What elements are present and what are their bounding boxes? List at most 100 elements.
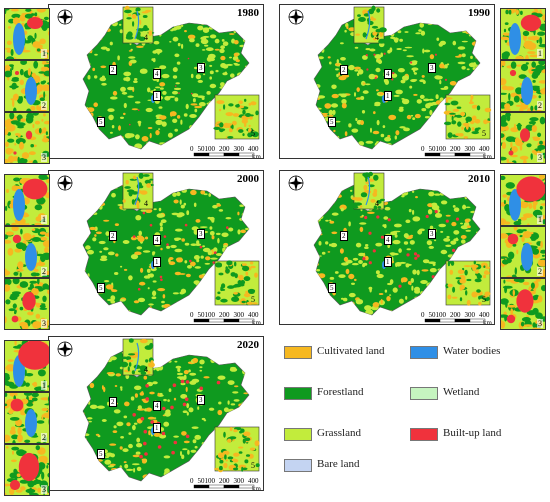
scale-tick: 0	[190, 311, 194, 319]
thumbnail-map	[501, 175, 545, 225]
map-marker-2: 2	[109, 231, 117, 241]
inset-4	[120, 338, 155, 376]
scale-tick: 200	[219, 311, 230, 319]
map-marker-5: 5	[97, 449, 105, 459]
scale-tick: 50100	[197, 477, 216, 485]
legend-label: Cultivated land	[317, 345, 385, 357]
scale-bar	[424, 318, 486, 323]
map-marker-3: 3	[197, 63, 205, 73]
panel-year: 2010	[468, 173, 490, 185]
panel-year: 2000	[237, 173, 259, 185]
inset-5	[214, 426, 260, 473]
scale-tick: 200	[219, 145, 230, 153]
map-marker-2: 2	[340, 65, 348, 75]
legend-label: Built-up land	[443, 427, 502, 439]
inset-4	[351, 171, 385, 211]
map-marker-2: 2	[340, 231, 348, 241]
scale-unit: km	[252, 485, 261, 491]
map-marker-1: 1	[384, 257, 392, 267]
zoom-thumbnail-2: 2	[4, 60, 50, 112]
thumbnail-label: 3	[537, 153, 543, 162]
map-panel-1990: 1990 1 2 3 4 5 4 5 0 50100 200 300 400 km	[279, 4, 495, 159]
scale-unit: km	[252, 319, 261, 325]
scale-ticks: 0 50100 200 300 400	[421, 145, 494, 153]
legend-swatch	[284, 459, 312, 472]
map-marker-1: 1	[153, 257, 161, 267]
map-marker-5: 5	[328, 283, 336, 293]
thumbnail-label: 2	[41, 267, 47, 276]
thumbnail-map	[5, 9, 49, 59]
zoom-thumbnail-3: 3	[4, 112, 50, 164]
zoom-thumbnail-2: 2	[4, 226, 50, 278]
scale-tick: 200	[450, 311, 461, 319]
scale-tick: 0	[190, 145, 194, 153]
inset-5	[445, 260, 491, 306]
inset-label-4: 4	[144, 199, 148, 208]
thumbnail-map	[501, 113, 545, 163]
legend-swatch	[284, 387, 312, 400]
thumbnail-label: 1	[41, 215, 47, 224]
map-marker-4: 4	[384, 235, 392, 245]
thumbnail-label: 2	[537, 267, 543, 276]
map-marker-1: 1	[153, 423, 161, 433]
legend-label: Wetland	[443, 386, 480, 398]
legend-swatch	[284, 428, 312, 441]
scale-tick: 50100	[428, 145, 447, 153]
scale-tick: 300	[464, 311, 476, 319]
map-marker-4: 4	[153, 69, 161, 79]
thumbnail-label: 3	[41, 485, 47, 494]
inset-4	[122, 172, 155, 210]
map-marker-3: 3	[428, 63, 436, 73]
panel-year: 2020	[237, 339, 259, 351]
map-panel-1980: 1980 1 2 3 4 5 4 5 0 50100 200 300 400 km	[48, 4, 264, 159]
zoom-thumbnail-1: 1	[500, 174, 546, 226]
scale-tick: 0	[190, 477, 194, 485]
inset-label-4: 4	[144, 33, 148, 42]
thumbnail-map	[5, 227, 49, 277]
panel-year: 1990	[468, 7, 490, 19]
thumbnail-label: 2	[537, 101, 543, 110]
zoom-thumbnail-3: 3	[500, 278, 546, 330]
north-arrow	[288, 175, 304, 191]
map-marker-4: 4	[153, 401, 161, 411]
inset-label-4: 4	[375, 33, 379, 42]
map-panel-2020: 2020 1 2 3 4 5 4 5 0 50100 200 300 400 km	[48, 336, 264, 491]
map-marker-4: 4	[384, 69, 392, 79]
scale-tick: 200	[219, 477, 230, 485]
map-marker-3: 3	[428, 229, 436, 239]
thumbnail-label: 1	[41, 381, 47, 390]
map-panel-2000: 2000 1 2 3 4 5 4 5 0 50100 200 300 400 km	[48, 170, 264, 325]
inset-4	[122, 5, 155, 44]
scale-tick: 300	[464, 145, 476, 153]
panel-year: 1980	[237, 7, 259, 19]
thumbnail-map	[5, 113, 49, 163]
scale-tick: 400	[248, 311, 259, 319]
map-marker-5: 5	[97, 117, 105, 127]
thumbnail-map	[5, 279, 49, 329]
scale-tick: 300	[233, 145, 245, 153]
map-panel-2010: 2010 1 2 3 4 5 4 5 0 50100 200 300 400 km	[279, 170, 495, 325]
scale-tick: 300	[233, 477, 245, 485]
thumbnail-label: 1	[537, 215, 543, 224]
scale-bar	[193, 484, 255, 489]
map-marker-5: 5	[328, 117, 336, 127]
map-marker-1: 1	[153, 91, 161, 101]
scale-tick: 50100	[428, 311, 447, 319]
scale-tick: 400	[248, 477, 259, 485]
scale-unit: km	[483, 153, 492, 159]
north-arrow	[57, 341, 73, 357]
thumbnail-label: 1	[41, 49, 47, 58]
zoom-thumbnail-2: 2	[4, 392, 50, 444]
zoom-thumbnail-1: 1	[500, 8, 546, 60]
zoom-thumbnail-3: 3	[4, 278, 50, 330]
inset-label-5: 5	[482, 129, 486, 138]
zoom-thumbnail-1: 1	[4, 8, 50, 60]
map-marker-3: 3	[197, 229, 205, 239]
north-arrow	[288, 9, 304, 25]
inset-label-5: 5	[251, 461, 255, 470]
scale-ticks: 0 50100 200 300 400	[190, 145, 263, 153]
inset-label-5: 5	[482, 295, 486, 304]
inset-5	[214, 260, 260, 306]
legend-swatch	[410, 346, 438, 359]
thumbnail-map	[5, 175, 49, 225]
